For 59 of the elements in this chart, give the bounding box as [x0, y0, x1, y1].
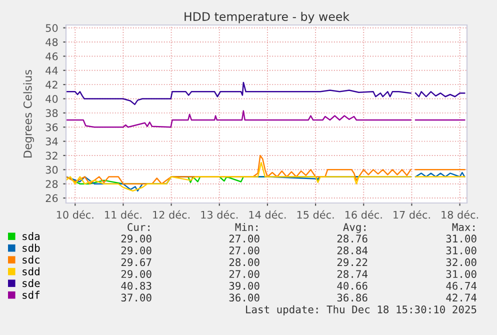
- text: 39.00: [229, 282, 260, 290]
- text: 28.76: [337, 234, 368, 243]
- text: 42.74: [446, 294, 477, 302]
- text: 28.00: [229, 258, 260, 266]
- text: Min:: [235, 222, 258, 231]
- x-tick-label: 14 déc.: [249, 210, 286, 219]
- legend-label: sdd: [22, 267, 40, 276]
- text: 28.84: [337, 246, 368, 254]
- y-tick-label: 40: [46, 94, 58, 103]
- y-tick-label: 48: [46, 38, 58, 46]
- text: 29.00: [121, 234, 152, 243]
- text: Cur:: [128, 223, 150, 232]
- x-tick-label: 12 déc.: [153, 210, 190, 219]
- legend-label: sdf: [22, 290, 40, 299]
- x-tick-label: 10 déc.: [56, 210, 94, 219]
- x-tick-label: 17 déc.: [394, 210, 430, 219]
- y-tick-label: 50: [46, 24, 58, 32]
- text: Max:: [452, 223, 474, 232]
- text: 31.00: [446, 270, 476, 278]
- text: 40.83: [121, 282, 152, 290]
- text: 40.66: [337, 282, 368, 290]
- y-tick-label: 38: [46, 109, 58, 118]
- x-tick-label: 11 déc.: [105, 210, 142, 219]
- text: 28.74: [337, 270, 368, 278]
- x-tick-label: 18 déc.: [442, 210, 478, 219]
- legend-label: sda: [22, 232, 40, 240]
- text: 29.00: [121, 270, 152, 278]
- text: 36.00: [229, 294, 260, 302]
- text: 29.67: [121, 258, 152, 266]
- y-axis-title: Degrees Celsius: [23, 70, 34, 158]
- text: 29.22: [337, 258, 368, 266]
- text: 31.00: [446, 234, 476, 243]
- y-tick-label: 44: [46, 66, 58, 74]
- text: 27.00: [229, 246, 260, 254]
- text: Avg:: [343, 223, 366, 234]
- text: 27.00: [229, 270, 260, 278]
- y-tick-label: 28: [46, 180, 58, 188]
- y-tick-label: 36: [46, 123, 58, 132]
- x-tick-label: 13 déc.: [201, 210, 238, 219]
- y-tick-label: 34: [46, 138, 58, 146]
- text: 32.00: [446, 258, 476, 266]
- x-tick-label: 16 déc.: [345, 210, 382, 219]
- text: 29.00: [121, 246, 152, 254]
- text: 31.00: [446, 246, 476, 254]
- text: 36.86: [337, 294, 368, 302]
- chart-title: HDD temperature - by week: [184, 12, 350, 24]
- legend-label: sdb: [22, 244, 40, 252]
- legend-label: sde: [22, 279, 40, 288]
- text: Last update: Thu Dec 18 15:30:10 2025: [246, 305, 476, 316]
- y-tick-label: 46: [46, 52, 58, 60]
- y-tick-label: 26: [46, 194, 58, 202]
- y-tick-label: 42: [46, 80, 58, 89]
- y-tick-label: 30: [46, 166, 58, 174]
- text: 37.00: [121, 294, 152, 302]
- text: 46.74: [446, 282, 477, 290]
- legend-label: sdc: [22, 256, 40, 264]
- text: 27.00: [229, 234, 260, 243]
- x-tick-label: 15 déc.: [297, 210, 334, 219]
- y-tick-label: 32: [46, 152, 58, 160]
